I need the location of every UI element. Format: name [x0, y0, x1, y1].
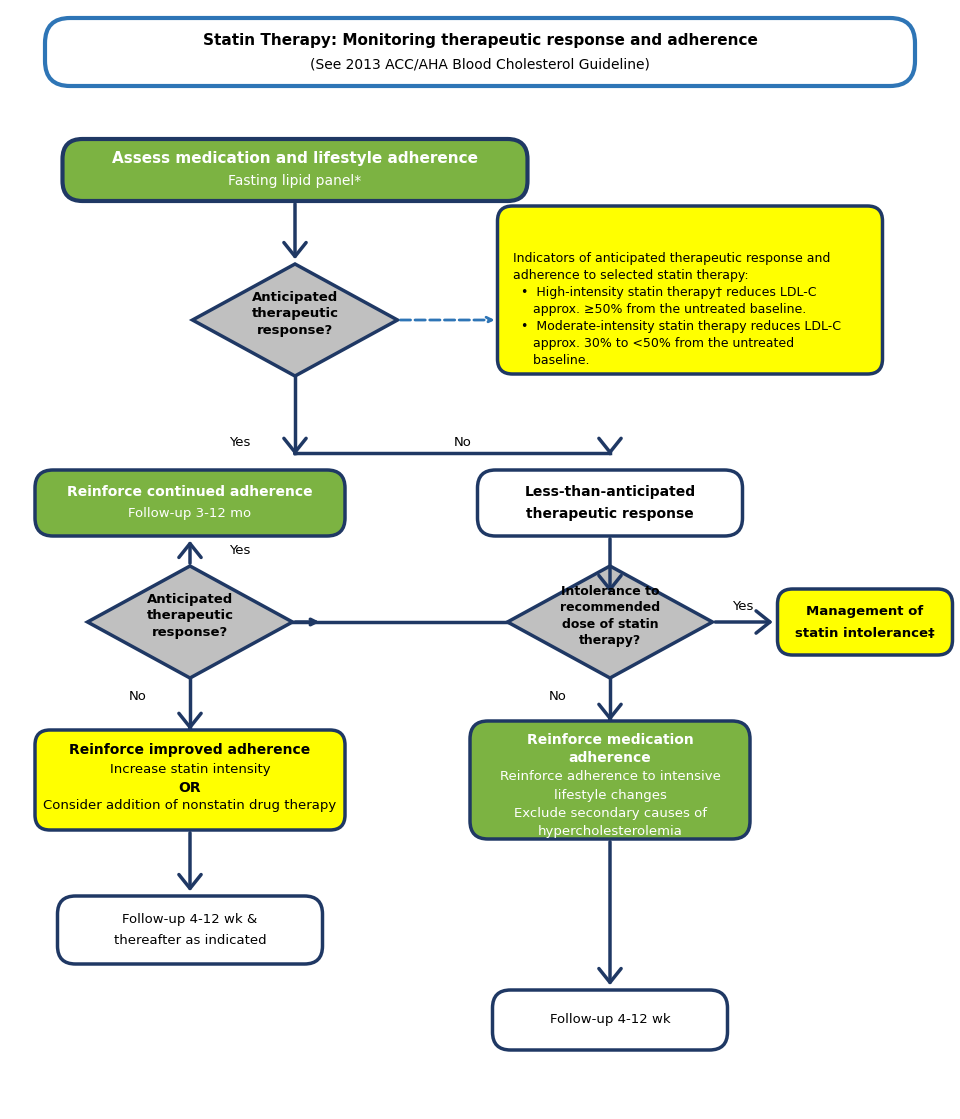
- Text: Intolerance to
recommended
dose of statin
therapy?: Intolerance to recommended dose of stati…: [560, 585, 660, 647]
- Text: Indicators of anticipated therapeutic response and
adherence to selected statin : Indicators of anticipated therapeutic re…: [513, 252, 841, 367]
- FancyBboxPatch shape: [497, 206, 882, 374]
- Text: Fasting lipid panel*: Fasting lipid panel*: [228, 173, 362, 188]
- FancyBboxPatch shape: [778, 589, 952, 655]
- Text: hypercholesterolemia: hypercholesterolemia: [538, 825, 683, 837]
- Text: lifestyle changes: lifestyle changes: [554, 789, 666, 801]
- FancyBboxPatch shape: [35, 730, 345, 830]
- FancyBboxPatch shape: [470, 721, 750, 839]
- Text: OR: OR: [179, 781, 202, 794]
- FancyBboxPatch shape: [477, 470, 742, 536]
- Text: No: No: [453, 436, 471, 450]
- Text: No: No: [129, 689, 147, 703]
- Text: thereafter as indicated: thereafter as indicated: [113, 934, 266, 948]
- Text: Anticipated
therapeutic
response?: Anticipated therapeutic response?: [147, 593, 233, 639]
- Text: Assess medication and lifestyle adherence: Assess medication and lifestyle adherenc…: [112, 151, 478, 167]
- FancyBboxPatch shape: [492, 990, 728, 1050]
- Text: statin intolerance‡: statin intolerance‡: [795, 627, 935, 639]
- Polygon shape: [508, 566, 712, 678]
- Polygon shape: [87, 566, 293, 678]
- Text: Reinforce improved adherence: Reinforce improved adherence: [69, 743, 311, 756]
- Text: therapeutic response: therapeutic response: [526, 507, 694, 521]
- Text: Yes: Yes: [229, 436, 251, 450]
- Text: Reinforce continued adherence: Reinforce continued adherence: [67, 485, 313, 499]
- FancyBboxPatch shape: [62, 139, 527, 201]
- Text: adherence: adherence: [568, 751, 652, 765]
- Text: Follow-up 4-12 wk: Follow-up 4-12 wk: [550, 1014, 670, 1026]
- Text: Follow-up 3-12 mo: Follow-up 3-12 mo: [129, 508, 252, 520]
- Polygon shape: [193, 264, 397, 376]
- FancyBboxPatch shape: [45, 18, 915, 86]
- Text: Increase statin intensity: Increase statin intensity: [109, 763, 271, 777]
- Text: Anticipated
therapeutic
response?: Anticipated therapeutic response?: [252, 291, 339, 337]
- Text: Yes: Yes: [732, 600, 754, 612]
- Text: Consider addition of nonstatin drug therapy: Consider addition of nonstatin drug ther…: [43, 799, 337, 812]
- Text: Reinforce adherence to intensive: Reinforce adherence to intensive: [499, 771, 720, 783]
- Text: No: No: [549, 689, 567, 703]
- Text: Management of: Management of: [806, 604, 924, 618]
- FancyBboxPatch shape: [58, 896, 323, 963]
- Text: Yes: Yes: [229, 545, 251, 557]
- Text: Exclude secondary causes of: Exclude secondary causes of: [514, 807, 707, 819]
- Text: Statin Therapy: Monitoring therapeutic response and adherence: Statin Therapy: Monitoring therapeutic r…: [203, 32, 757, 47]
- Text: (See 2013 ACC/AHA Blood Cholesterol Guideline): (See 2013 ACC/AHA Blood Cholesterol Guid…: [310, 57, 650, 70]
- Text: Follow-up 4-12 wk &: Follow-up 4-12 wk &: [122, 912, 257, 925]
- FancyBboxPatch shape: [35, 470, 345, 536]
- Text: Reinforce medication: Reinforce medication: [527, 733, 693, 747]
- Text: Less-than-anticipated: Less-than-anticipated: [524, 485, 696, 499]
